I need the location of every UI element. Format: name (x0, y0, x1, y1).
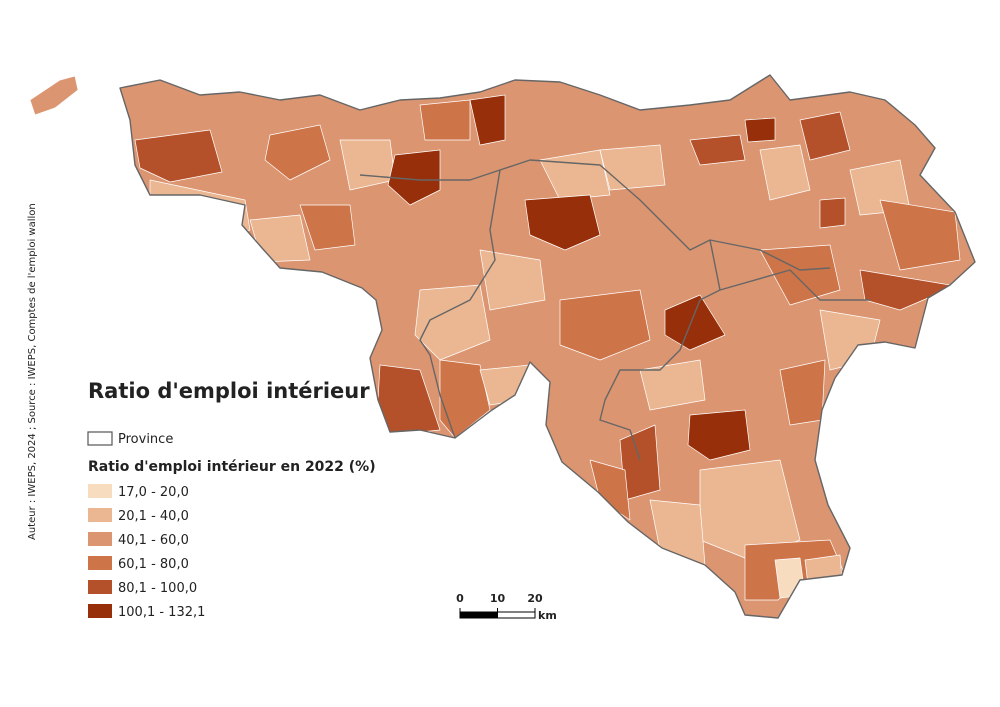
region (859, 269, 951, 311)
region (759, 144, 811, 201)
scale-unit: km (538, 609, 557, 622)
region (559, 289, 651, 361)
scale-segment (460, 612, 498, 615)
province-border (719, 269, 870, 301)
region (649, 499, 706, 566)
province-border (419, 169, 501, 439)
scale-bar: 0 10 20 km (456, 592, 557, 622)
region (479, 249, 546, 311)
region-outline (119, 74, 976, 619)
legend-swatch (88, 580, 112, 594)
legend-label: 20,1 - 40,0 (118, 509, 189, 524)
region (804, 554, 843, 586)
region (29, 75, 79, 116)
region (819, 197, 846, 229)
credit: Auteur : IWEPS, 2024 ; Source : IWEPS, C… (27, 203, 38, 540)
scale-label: 10 (490, 592, 506, 605)
region (469, 94, 506, 146)
region (744, 117, 776, 143)
scale-label: 20 (527, 592, 543, 605)
legend-label: 100,1 - 132,1 (118, 605, 205, 620)
legend-swatch (88, 556, 112, 570)
region (120, 75, 975, 618)
wallonia (120, 75, 975, 618)
legend-swatch (88, 508, 112, 522)
region (264, 124, 331, 181)
region (134, 129, 223, 183)
scale-segment (460, 615, 498, 618)
legend-swatch (88, 532, 112, 546)
region (387, 149, 441, 206)
region (689, 134, 746, 166)
region (414, 284, 491, 361)
region (774, 557, 806, 599)
region (599, 144, 666, 191)
choropleth-map (29, 74, 976, 619)
legend-label: 17,0 - 20,0 (118, 485, 189, 500)
province-swatch (87, 431, 113, 446)
region (799, 111, 851, 161)
region (589, 459, 631, 521)
legend-label: 80,1 - 100,0 (118, 581, 197, 596)
legend-swatch (88, 484, 112, 498)
region (249, 214, 311, 263)
region (299, 204, 356, 251)
region (687, 409, 751, 461)
province-border (599, 239, 721, 461)
scale-label: 0 (456, 592, 464, 605)
region (639, 359, 706, 411)
region (419, 99, 471, 141)
legend-subtitle: Ratio d'emploi intérieur en 2022 (%) (88, 459, 376, 475)
legend-province: Province (118, 432, 173, 447)
legend: 17,0 - 20,0 20,1 - 40,0 40,1 - 60,0 60,1 - … (88, 484, 205, 620)
region (524, 194, 601, 251)
region (664, 294, 726, 351)
legend-label: 40,1 - 60,0 (118, 533, 189, 548)
legend-swatch (88, 604, 112, 618)
title: Ratio d'emploi intérieur (88, 379, 370, 403)
legend-label: 60,1 - 80,0 (118, 557, 189, 572)
region (879, 199, 961, 271)
province-border (359, 159, 831, 271)
region (819, 309, 881, 371)
